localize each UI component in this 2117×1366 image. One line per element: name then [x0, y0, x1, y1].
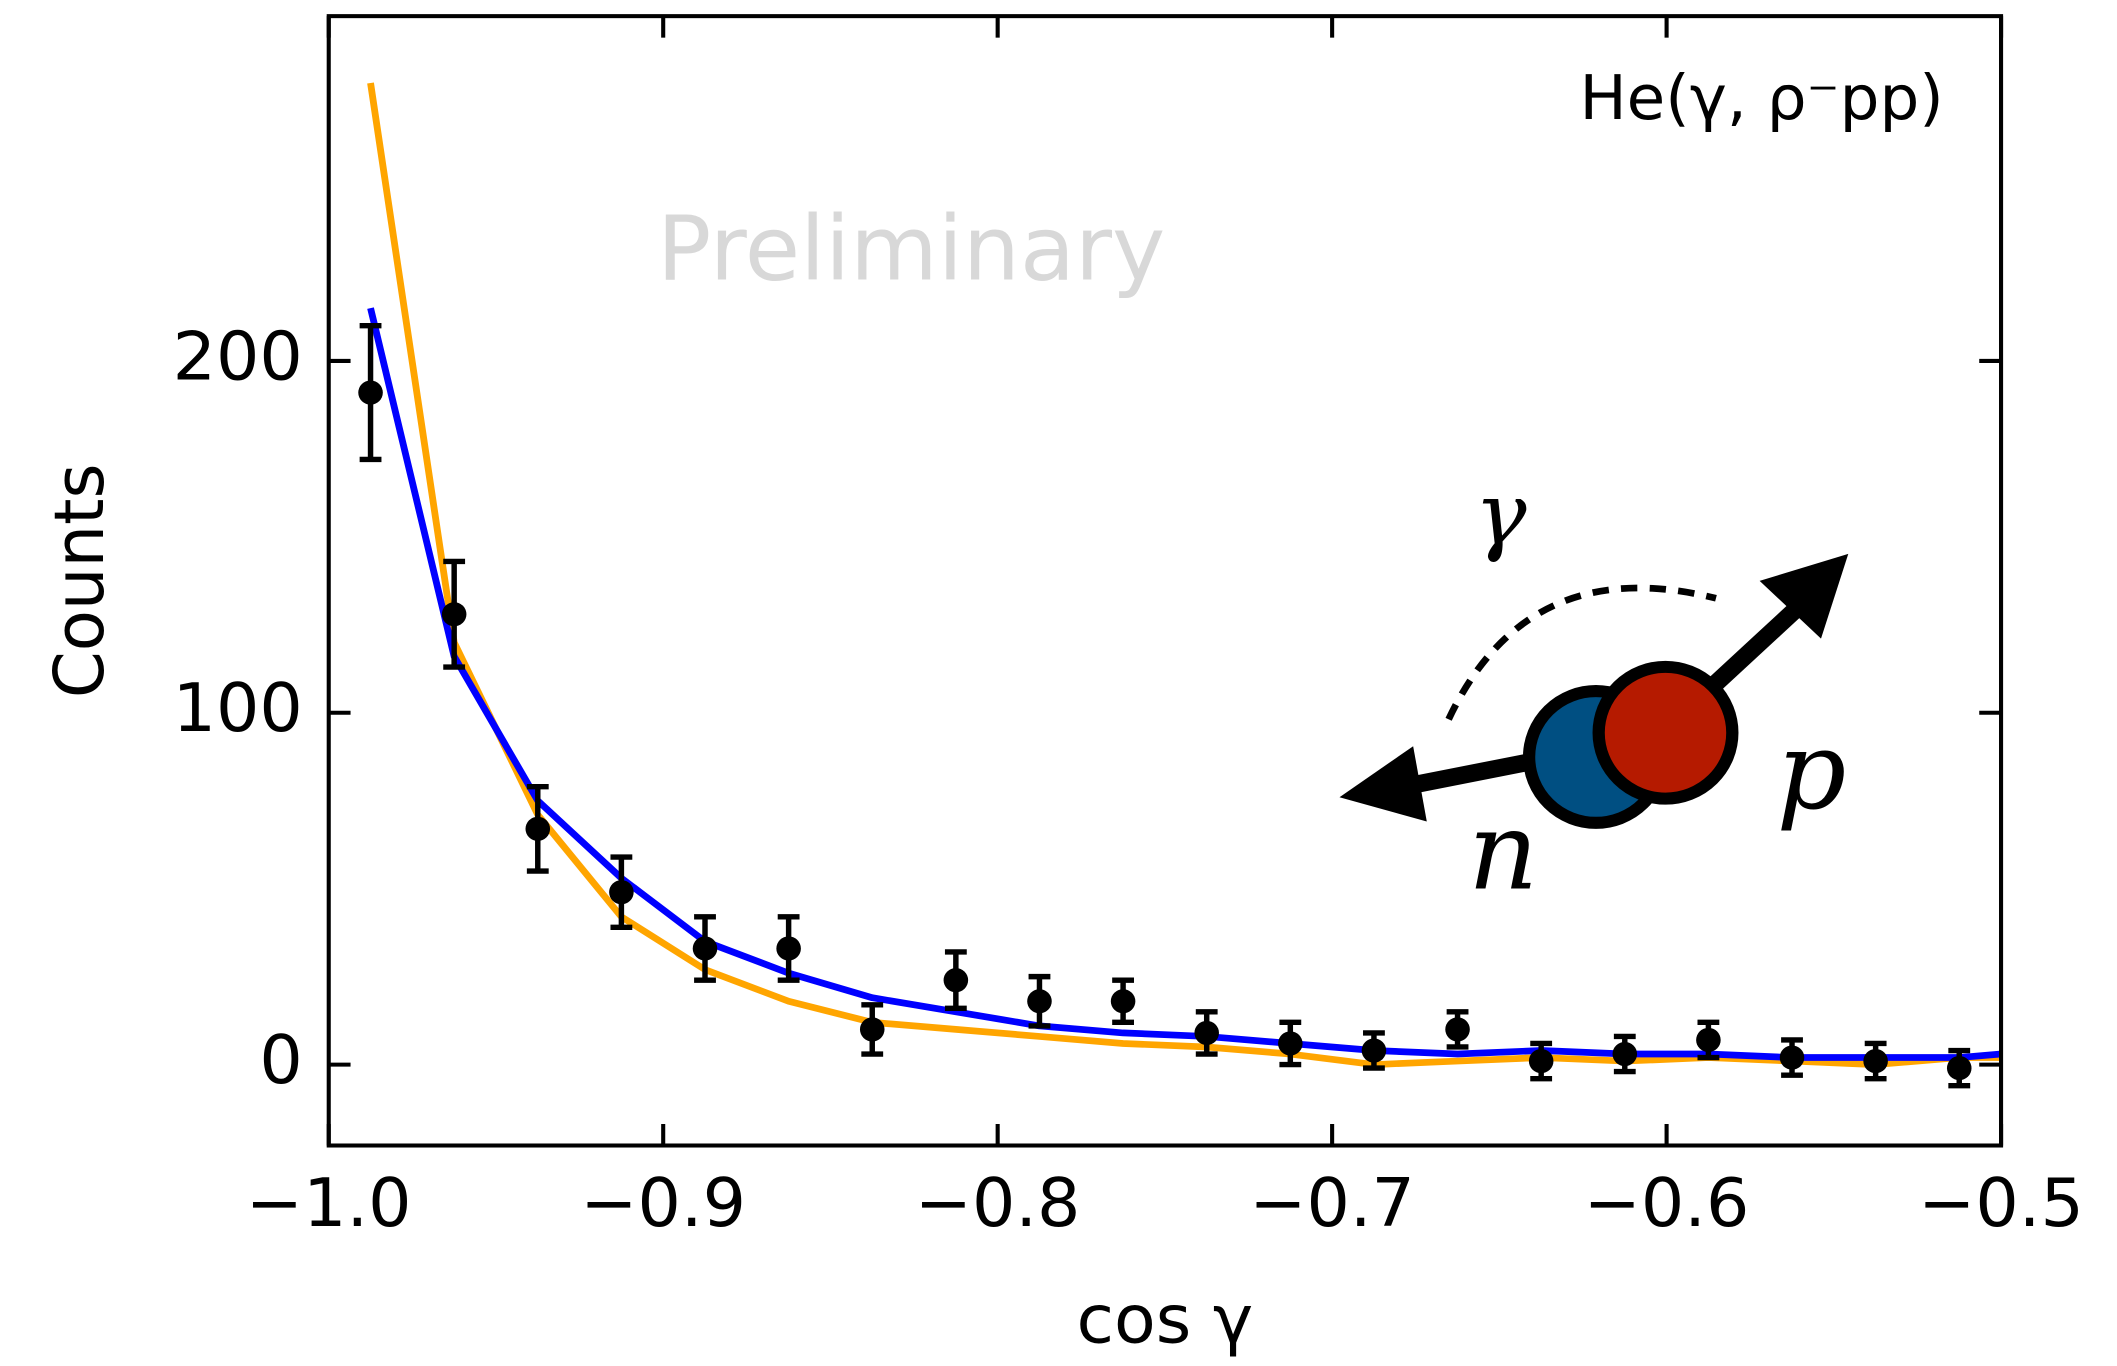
proton-arrowhead [1759, 553, 1849, 639]
data-point [1528, 1048, 1554, 1074]
data-point [1946, 1056, 1972, 1081]
x-tick-label: −0.5 [1918, 1163, 2084, 1241]
data-point [859, 1017, 885, 1042]
model-line [367, 307, 2002, 1061]
data-point [358, 380, 383, 405]
data-point [441, 602, 467, 627]
reaction-label: He(γ, ρ⁻pp) [1579, 62, 1943, 134]
inset-diagram: γ p n [1339, 466, 1849, 914]
model-line [367, 82, 2002, 1068]
proton [1592, 660, 1739, 805]
data-point [1863, 1048, 1888, 1074]
y-axis-label: Counts [40, 464, 120, 699]
data-point [609, 880, 634, 905]
x-axis-label: cos γ [1077, 1280, 1254, 1358]
data-point [1194, 1020, 1219, 1046]
data-point [1361, 1038, 1387, 1063]
y-tick-label: 0 [259, 1020, 302, 1098]
data-point [525, 816, 551, 841]
data-point [943, 968, 969, 993]
inset-angle-label: γ [1474, 466, 1526, 565]
data-point [1696, 1027, 1721, 1053]
data-point [1278, 1031, 1303, 1056]
x-tick-label: −0.6 [1584, 1163, 1750, 1241]
inset-proton-label: p [1777, 708, 1847, 834]
data-point [776, 936, 801, 961]
data-point [692, 936, 718, 961]
watermark: Preliminary [657, 198, 1165, 301]
inset-neutron-label: n [1468, 788, 1538, 914]
y-tick-label: 100 [173, 669, 303, 747]
x-tick-label: −0.8 [915, 1163, 1081, 1241]
y-tick-label: 200 [173, 317, 303, 395]
data-point [1027, 989, 1052, 1014]
x-tick-label: −0.9 [580, 1163, 746, 1241]
data-point [1612, 1041, 1638, 1067]
neutron-arrowhead [1339, 746, 1427, 822]
plot-frame [326, 14, 2004, 1148]
x-tick-label: −1.0 [246, 1163, 412, 1241]
data-point [1110, 989, 1136, 1014]
data-point [1445, 1017, 1470, 1042]
x-tick-label: −0.7 [1249, 1163, 1415, 1241]
data-point [1779, 1045, 1805, 1070]
